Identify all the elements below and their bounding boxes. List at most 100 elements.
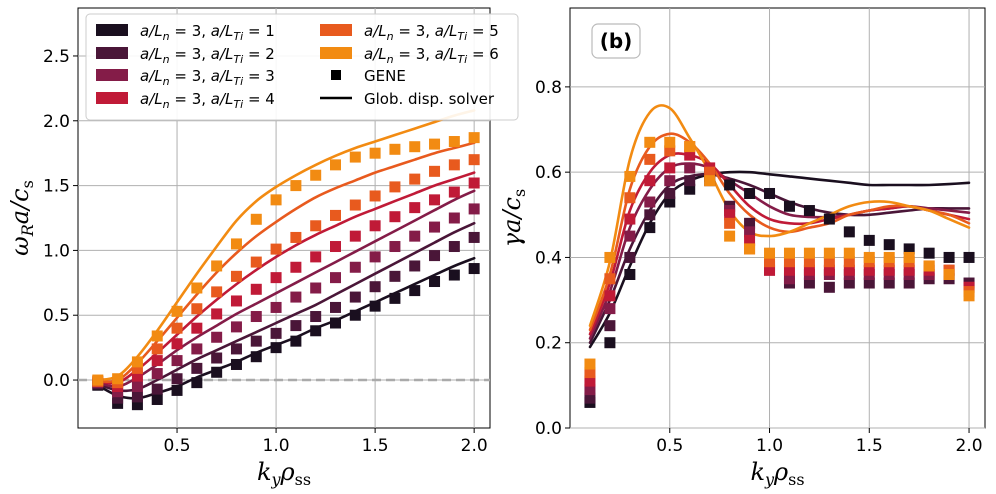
gene-point-series-4	[171, 338, 183, 350]
gene-point-series-1	[604, 337, 616, 349]
gene-point-series-6	[92, 374, 104, 386]
gene-point-series-1	[684, 183, 696, 195]
gene-point-series-1	[863, 234, 875, 246]
panel-b-gene-markers	[584, 136, 975, 408]
gene-point-series-2	[903, 277, 915, 289]
gene-point-series-1	[409, 285, 421, 297]
gene-point-series-5	[724, 217, 736, 229]
gene-point-series-6	[151, 330, 163, 342]
y-tick-label: 1.0	[43, 241, 70, 261]
gene-point-series-5	[764, 256, 776, 268]
gene-point-series-3	[409, 230, 421, 242]
gene-point-series-6	[704, 175, 716, 187]
panel-b-ticks: 0.5 1.0 1.5 2.0 0.0 0.2 0.4 0.6 0.8	[535, 78, 983, 456]
gene-point-series-5	[250, 256, 262, 268]
y-tick-label: 0.4	[535, 248, 562, 268]
gene-point-series-5	[191, 303, 203, 315]
y-tick-label: 0.0	[535, 419, 562, 439]
y-tick-label: 2.5	[43, 47, 70, 67]
gene-point-series-1	[270, 342, 282, 354]
gene-point-series-1	[369, 300, 381, 312]
gene-point-series-2	[290, 320, 302, 332]
panel-label-box	[591, 23, 641, 59]
gene-point-series-1	[764, 187, 776, 199]
gene-point-series-1	[310, 325, 322, 337]
gene-point-series-4	[250, 283, 262, 295]
gene-point-series-3	[624, 230, 636, 242]
gene-point-series-4	[211, 308, 223, 320]
gene-point-series-2	[349, 291, 361, 303]
gene-point-series-3	[468, 203, 480, 215]
gene-point-series-3	[290, 291, 302, 303]
gene-point-series-6	[604, 251, 616, 263]
gene-point-series-1	[803, 205, 815, 217]
panel-a-frame	[77, 7, 491, 429]
gene-point-series-6	[310, 169, 322, 181]
gene-point-series-1	[448, 269, 460, 281]
gene-point-series-4	[230, 295, 242, 307]
panel-b-x-axis-label: kyρss	[750, 458, 804, 489]
gene-point-series-1	[923, 247, 935, 259]
panel-label-badge: (b)	[591, 23, 641, 59]
panel-b-y-axis-label: γa/cs	[498, 189, 529, 247]
gene-point-series-4	[131, 370, 143, 382]
gene-point-series-5	[429, 165, 441, 177]
gene-point-series-4	[429, 194, 441, 206]
gene-point-series-3	[151, 368, 163, 380]
gene-point-series-6	[131, 356, 143, 368]
gene-point-series-2	[468, 231, 480, 243]
gene-point-series-6	[823, 247, 835, 259]
gene-point-series-6	[389, 143, 401, 155]
gene-point-series-5	[448, 159, 460, 171]
gene-point-series-5	[783, 256, 795, 268]
gene-point-series-1	[349, 309, 361, 321]
gene-point-series-3	[330, 272, 341, 284]
x-tick-label: 1.5	[856, 436, 883, 456]
gene-point-series-2	[310, 311, 322, 323]
gene-point-series-1	[783, 200, 795, 212]
gene-point-series-5	[624, 192, 636, 204]
panel-b-grid	[570, 8, 985, 429]
gene-point-series-5	[330, 209, 341, 221]
gene-point-series-6	[369, 147, 381, 159]
gene-point-series-2	[883, 277, 895, 289]
gene-point-series-5	[349, 199, 361, 211]
gene-point-series-5	[171, 322, 183, 334]
gene-point-series-6	[923, 260, 935, 272]
gene-point-series-6	[211, 260, 223, 272]
gene-point-series-3	[644, 196, 656, 208]
gene-point-series-2	[604, 320, 616, 332]
gene-point-series-3	[744, 226, 756, 238]
gene-point-series-4	[349, 230, 361, 242]
solver-line-series-6	[96, 109, 476, 382]
legend-label: Glob. disp. solver	[364, 90, 495, 108]
gene-point-series-5	[230, 270, 242, 282]
panel-label: (b)	[600, 29, 633, 53]
gene-point-series-3	[664, 175, 676, 187]
legend-swatch-series-5	[320, 24, 352, 36]
gene-point-series-2	[803, 277, 815, 289]
gene-point-series-4	[584, 375, 596, 387]
gene-point-series-2	[191, 362, 203, 374]
gene-point-series-6	[468, 132, 480, 144]
gene-point-series-1	[744, 187, 756, 199]
gene-point-series-4	[843, 264, 855, 276]
legend-label: GENE	[364, 67, 406, 85]
gene-point-series-6	[330, 159, 341, 171]
gene-point-series-2	[250, 335, 262, 347]
gene-point-series-5	[468, 154, 480, 166]
x-tick-label: 0.5	[656, 436, 683, 456]
gene-point-series-6	[843, 247, 855, 259]
gene-point-series-5	[409, 173, 421, 185]
gene-point-series-2	[744, 217, 756, 229]
gene-point-series-1	[903, 243, 915, 255]
gene-point-series-4	[468, 177, 480, 189]
gene-point-series-1	[429, 276, 441, 288]
gene-point-series-6	[943, 268, 955, 280]
gene-point-series-5	[704, 166, 716, 178]
gene-point-series-2	[112, 392, 124, 404]
gene-point-series-1	[724, 179, 736, 191]
gene-point-series-6	[783, 247, 795, 259]
gene-point-series-5	[823, 256, 835, 268]
